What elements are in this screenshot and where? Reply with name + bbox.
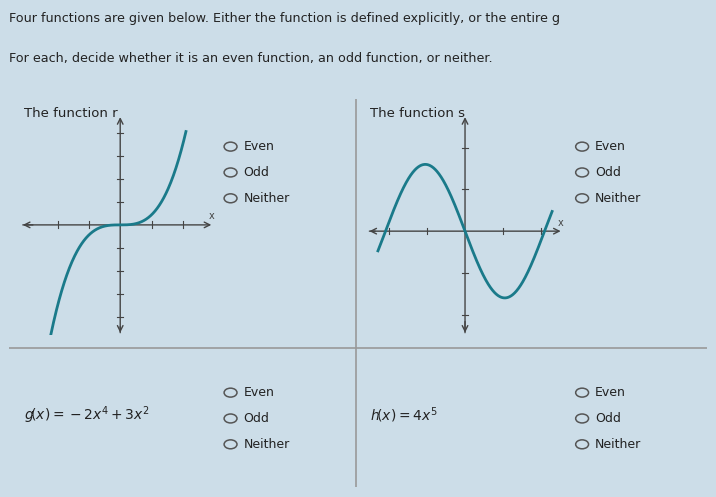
Text: Neither: Neither	[595, 192, 642, 205]
Text: Even: Even	[595, 386, 626, 399]
Text: Odd: Odd	[243, 166, 269, 179]
Text: $h\!\left(x\right)=4x^5$: $h\!\left(x\right)=4x^5$	[370, 405, 438, 425]
Text: The function r: The function r	[24, 107, 117, 120]
Text: Odd: Odd	[595, 166, 621, 179]
Text: Even: Even	[243, 140, 274, 153]
Text: x: x	[558, 218, 563, 228]
Text: Odd: Odd	[595, 412, 621, 425]
Text: Neither: Neither	[595, 438, 642, 451]
Text: Even: Even	[243, 386, 274, 399]
Text: For each, decide whether it is an even function, an odd function, or neither.: For each, decide whether it is an even f…	[9, 52, 493, 65]
Text: Neither: Neither	[243, 438, 290, 451]
Text: x: x	[209, 211, 215, 221]
Text: The function s: The function s	[370, 107, 465, 120]
Text: Odd: Odd	[243, 412, 269, 425]
Text: Even: Even	[595, 140, 626, 153]
Text: Neither: Neither	[243, 192, 290, 205]
Text: $g\!\left(x\right)=-2x^4+3x^2$: $g\!\left(x\right)=-2x^4+3x^2$	[24, 404, 150, 426]
Text: Four functions are given below. Either the function is defined explicitly, or th: Four functions are given below. Either t…	[9, 12, 561, 25]
